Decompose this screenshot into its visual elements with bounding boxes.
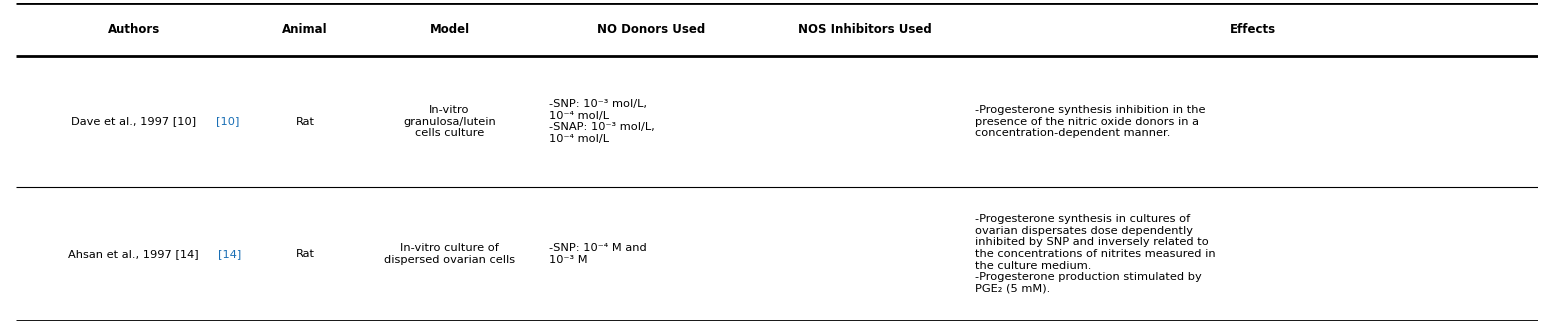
Text: -Progesterone synthesis in cultures of
ovarian dispersates dose dependently
inhi: -Progesterone synthesis in cultures of o… — [974, 214, 1215, 294]
Text: Rat: Rat — [295, 117, 314, 126]
Text: -Progesterone synthesis inhibition in the
presence of the nitric oxide donors in: -Progesterone synthesis inhibition in th… — [974, 105, 1206, 138]
Text: [10]: [10] — [216, 117, 239, 126]
Text: -SNP: 10⁻⁴ M and
10⁻³ M: -SNP: 10⁻⁴ M and 10⁻³ M — [549, 243, 646, 265]
Text: Ahsan et al., 1997 [14]: Ahsan et al., 1997 [14] — [68, 249, 199, 259]
Text: Dave et al., 1997 [10]: Dave et al., 1997 [10] — [71, 117, 196, 126]
Text: In-vitro
granulosa/lutein
cells culture: In-vitro granulosa/lutein cells culture — [402, 105, 496, 138]
Text: NO Donors Used: NO Donors Used — [597, 23, 706, 36]
Text: -SNP: 10⁻³ mol/L,
10⁻⁴ mol/L
-SNAP: 10⁻³ mol/L,
10⁻⁴ mol/L: -SNP: 10⁻³ mol/L, 10⁻⁴ mol/L -SNAP: 10⁻³… — [549, 99, 654, 144]
Text: Animal: Animal — [283, 23, 328, 36]
Text: In-vitro culture of
dispersed ovarian cells: In-vitro culture of dispersed ovarian ce… — [384, 243, 514, 265]
Text: Rat: Rat — [295, 249, 314, 259]
Text: [14]: [14] — [218, 249, 241, 259]
Text: Effects: Effects — [1229, 23, 1276, 36]
Text: Authors: Authors — [107, 23, 160, 36]
Text: NOS Inhibitors Used: NOS Inhibitors Used — [797, 23, 931, 36]
Text: Model: Model — [429, 23, 469, 36]
